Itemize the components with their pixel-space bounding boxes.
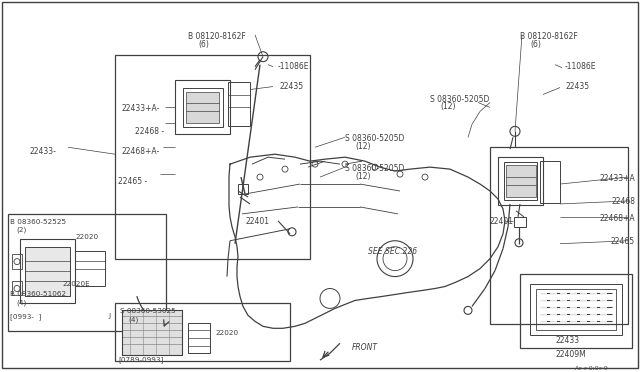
Text: (12): (12) <box>355 142 371 151</box>
Text: 22468: 22468 <box>611 197 635 206</box>
Text: FRONT: FRONT <box>352 343 378 352</box>
Text: 22465 -: 22465 - <box>118 177 147 186</box>
Bar <box>25 247 70 296</box>
Text: 22401: 22401 <box>490 217 514 226</box>
Text: S 08360-5205D: S 08360-5205D <box>430 94 490 103</box>
Bar <box>228 81 250 126</box>
Bar <box>536 289 616 330</box>
Text: S 08360-53025: S 08360-53025 <box>120 308 176 314</box>
Text: 22433+A-: 22433+A- <box>122 105 161 113</box>
Text: 22468 -: 22468 - <box>135 127 164 137</box>
Text: 22435: 22435 <box>565 81 589 90</box>
Bar <box>115 304 290 361</box>
Text: -11086E: -11086E <box>565 62 596 71</box>
Bar <box>122 310 182 355</box>
Text: -11086E: -11086E <box>278 62 310 71</box>
Bar <box>188 323 210 353</box>
Text: (2): (2) <box>16 227 26 233</box>
Bar <box>238 184 248 194</box>
Bar <box>12 280 22 295</box>
Bar <box>183 87 223 127</box>
Bar <box>175 80 230 134</box>
Bar <box>498 157 543 205</box>
Text: 22435: 22435 <box>280 81 304 90</box>
Text: S 08360-5205D: S 08360-5205D <box>345 134 404 143</box>
Bar <box>506 165 536 197</box>
Bar <box>115 55 310 259</box>
Text: [0789-0993]: [0789-0993] <box>118 356 163 363</box>
Text: SEE SEC.226: SEE SEC.226 <box>368 247 417 256</box>
Bar <box>12 254 22 269</box>
Text: B 08360-51062: B 08360-51062 <box>10 292 66 298</box>
Bar <box>514 217 526 227</box>
Text: (6): (6) <box>530 40 541 49</box>
Text: (12): (12) <box>440 102 456 112</box>
Text: 22020: 22020 <box>75 234 98 240</box>
Bar <box>540 161 560 203</box>
Bar <box>20 239 75 304</box>
Bar <box>504 162 537 200</box>
Text: 22433: 22433 <box>555 336 579 345</box>
Text: 22468+A-: 22468+A- <box>122 147 160 156</box>
Text: 22020E: 22020E <box>62 280 90 286</box>
Text: B 08120-8162F: B 08120-8162F <box>188 32 246 41</box>
Text: (12): (12) <box>355 172 371 181</box>
Text: 22020: 22020 <box>215 330 238 336</box>
Text: A>>0;0>9: A>>0;0>9 <box>575 366 609 371</box>
Bar <box>490 147 628 324</box>
Bar <box>8 214 166 331</box>
Bar <box>520 273 632 348</box>
Bar <box>530 283 622 335</box>
Text: [0993-  ]: [0993- ] <box>10 313 41 320</box>
Text: 22401: 22401 <box>245 217 269 226</box>
Text: 22468+A: 22468+A <box>600 214 635 223</box>
Text: 22409M: 22409M <box>556 350 587 359</box>
Bar <box>122 310 182 355</box>
Text: B 08360-52525: B 08360-52525 <box>10 219 66 225</box>
Bar <box>186 92 219 124</box>
Text: S 08360-5205D: S 08360-5205D <box>345 164 404 173</box>
Text: (4): (4) <box>16 299 26 306</box>
Text: (6): (6) <box>198 40 209 49</box>
Text: 22433-: 22433- <box>30 147 57 156</box>
Text: J: J <box>108 313 110 320</box>
Text: 22465: 22465 <box>611 237 635 246</box>
Text: 22433+A: 22433+A <box>599 174 635 183</box>
Bar <box>75 251 105 286</box>
Text: B 08120-8162F: B 08120-8162F <box>520 32 578 41</box>
Text: (4): (4) <box>128 316 138 323</box>
